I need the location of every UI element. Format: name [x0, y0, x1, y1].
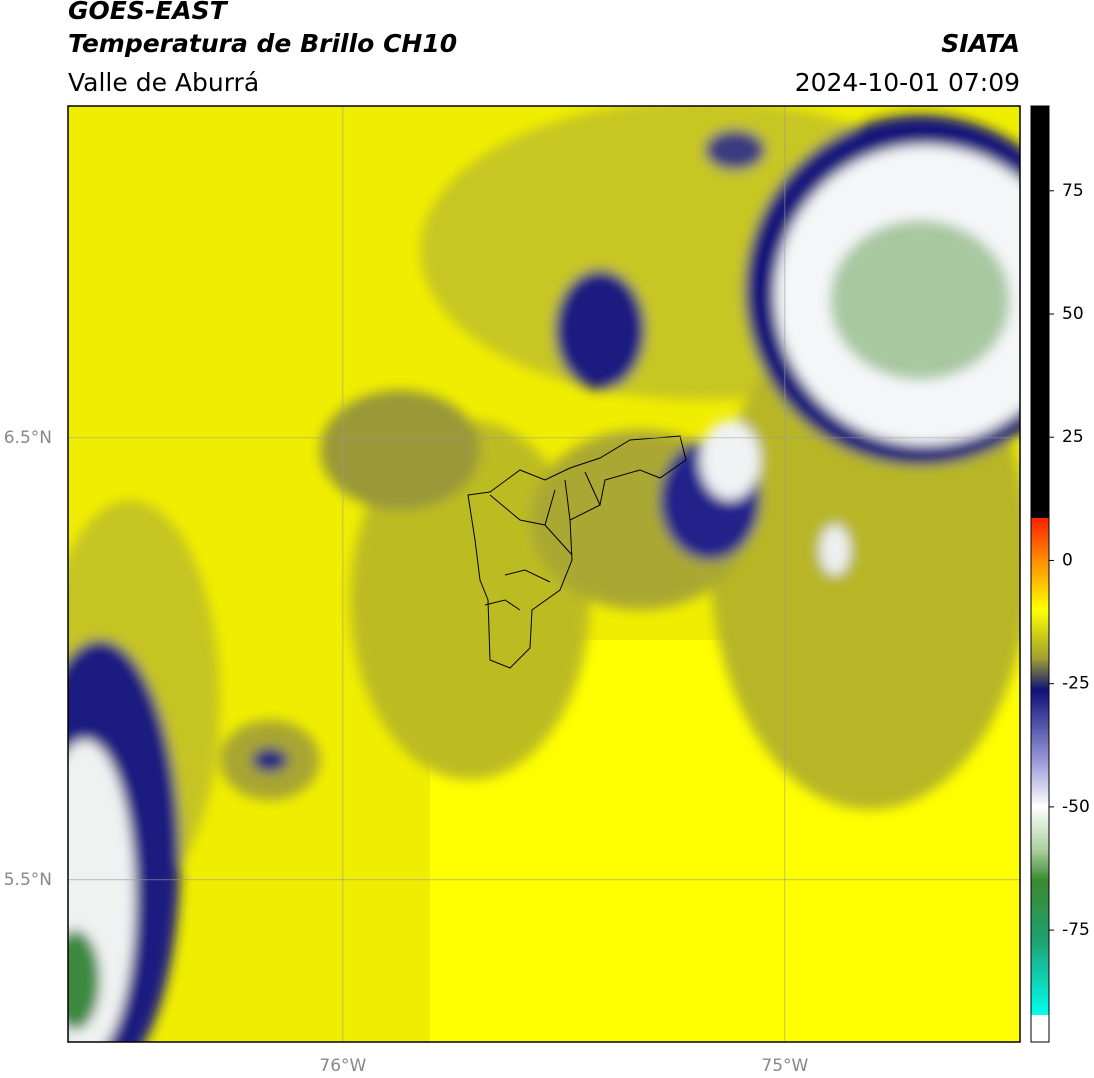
colorbar: [1030, 105, 1050, 1043]
colorbar-tick-label: -25: [1062, 674, 1090, 694]
lat-tick-label: 6.5°N: [4, 428, 52, 448]
colorbar-tick-label: 75: [1062, 181, 1084, 201]
satellite-image: [68, 106, 1020, 1042]
map-frame: [67, 105, 1021, 1043]
municipal-boundaries: [467, 435, 687, 669]
lon-tick-label: 76°W: [319, 1056, 366, 1076]
colorbar-tick-label: 0: [1062, 550, 1073, 570]
subtitle: Temperatura de Brillo CH10: [68, 29, 457, 58]
colorbar-tick-label: 25: [1062, 427, 1084, 447]
lat-tick-label: 5.5°N: [4, 870, 52, 890]
source: SIATA: [941, 29, 1020, 58]
colorbar-tick-label: -50: [1062, 797, 1090, 817]
lon-tick-label: 75°W: [761, 1056, 808, 1076]
title: GOES-EAST: [68, 0, 229, 25]
region: Valle de Aburrá: [68, 68, 259, 97]
colorbar-tick-label: -75: [1062, 920, 1090, 940]
colorbar-tick-label: 50: [1062, 304, 1084, 324]
timestamp: 2024-10-01 07:09: [795, 68, 1020, 97]
